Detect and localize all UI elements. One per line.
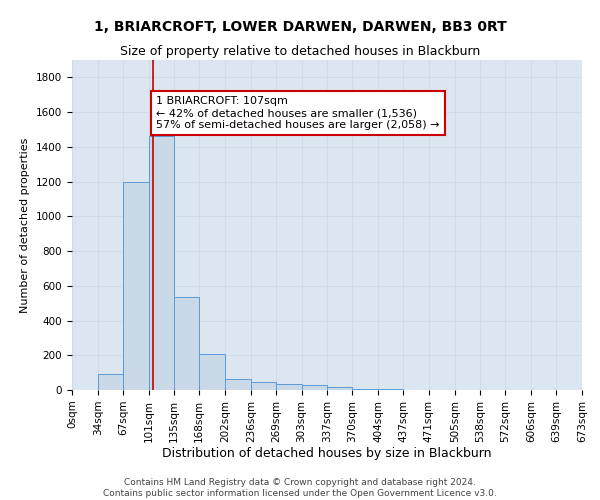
X-axis label: Distribution of detached houses by size in Blackburn: Distribution of detached houses by size … — [162, 448, 492, 460]
Bar — [328, 388, 352, 390]
Text: 1, BRIARCROFT, LOWER DARWEN, DARWEN, BB3 0RT: 1, BRIARCROFT, LOWER DARWEN, DARWEN, BB3… — [94, 20, 506, 34]
Bar — [378, 389, 403, 390]
Y-axis label: Number of detached properties: Number of detached properties — [20, 138, 31, 312]
Text: 1 BRIARCROFT: 107sqm
← 42% of detached houses are smaller (1,536)
57% of semi-de: 1 BRIARCROFT: 107sqm ← 42% of detached h… — [156, 96, 440, 130]
Bar — [302, 385, 328, 390]
Text: Contains HM Land Registry data © Crown copyright and database right 2024.
Contai: Contains HM Land Registry data © Crown c… — [103, 478, 497, 498]
Bar — [98, 374, 123, 390]
Bar — [225, 378, 251, 390]
Bar — [352, 389, 378, 390]
Bar — [175, 297, 199, 390]
Bar — [251, 382, 276, 390]
Bar — [199, 354, 225, 390]
Text: Size of property relative to detached houses in Blackburn: Size of property relative to detached ho… — [120, 45, 480, 58]
Bar — [149, 136, 175, 390]
Bar — [123, 182, 149, 390]
Bar — [276, 384, 302, 390]
